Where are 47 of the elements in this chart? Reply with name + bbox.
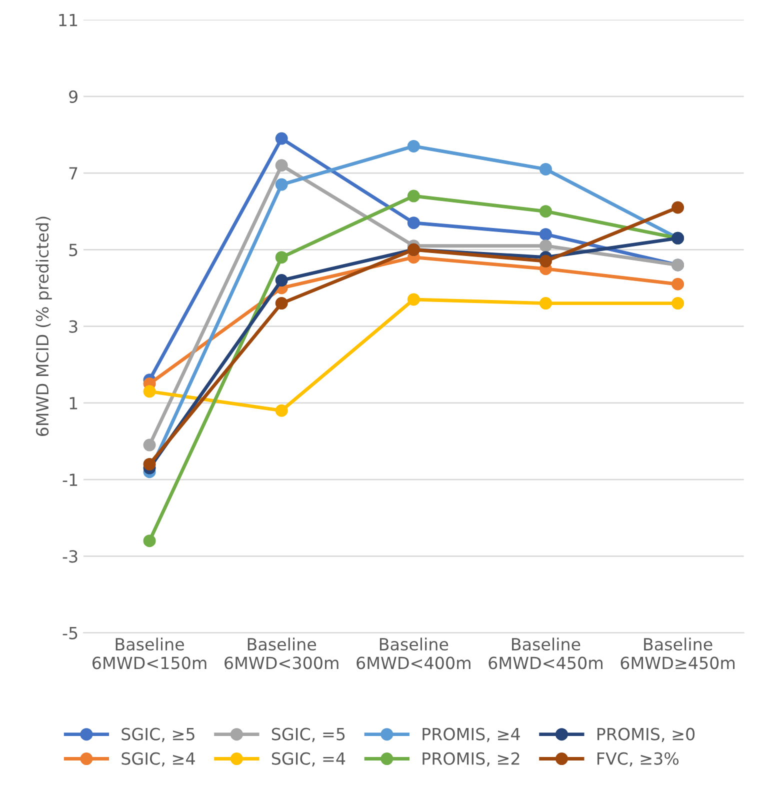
point (407, 140, 420, 152)
y-axis-title: 6MWD MCID (% predicted) (36, 216, 52, 436)
x-tick-label: Baseline 6MWD<450m (488, 638, 602, 670)
point (275, 178, 288, 191)
point (407, 190, 420, 202)
y-tick-label: -5 (62, 626, 78, 640)
point (407, 216, 420, 230)
point (275, 251, 288, 264)
point (275, 404, 288, 417)
legend-label: PROMIS, ≥2 (422, 752, 520, 767)
point (539, 254, 552, 268)
x-tick-label: Baseline 6MWD<300m (224, 638, 338, 670)
point (672, 278, 684, 290)
x-tick-label: Baseline 6MWD<150m (92, 638, 206, 670)
legend-label: SGIC, ≥5 (122, 728, 194, 742)
y-tick-label: 3 (69, 320, 78, 333)
legend-label: SGIC, ≥4 (122, 752, 195, 767)
point (143, 534, 156, 548)
legend-label: FVC, ≥3% (597, 752, 679, 767)
y-tick-label: -1 (62, 474, 78, 486)
point (539, 162, 552, 176)
legend-label: PROMIS, ≥0 (597, 728, 695, 742)
y-tick-label: -3 (62, 550, 78, 563)
point (672, 201, 684, 214)
legend-label: SGIC, =4 (272, 752, 346, 767)
point (539, 297, 552, 310)
legend-label: PROMIS, ≥4 (422, 728, 520, 742)
point (672, 297, 684, 310)
point (539, 240, 552, 252)
y-tick-label: 5 (69, 244, 78, 256)
y-tick-label: 11 (59, 14, 78, 26)
y-tick-label: 7 (69, 167, 78, 180)
y-tick-label: 1 (70, 397, 78, 410)
x-tick-label: Baseline 6MWD≥450m (620, 638, 735, 670)
point (275, 297, 288, 310)
point (539, 205, 552, 218)
point (143, 438, 156, 452)
point (143, 385, 156, 398)
point (275, 159, 288, 172)
point (539, 228, 552, 241)
point (407, 293, 420, 306)
point (275, 132, 288, 145)
x-tick-label: Baseline 6MWD<400m (356, 638, 470, 670)
y-tick-label: 9 (69, 90, 78, 103)
point (275, 274, 288, 287)
legend-label: SGIC, =5 (272, 728, 345, 742)
point (143, 458, 156, 470)
